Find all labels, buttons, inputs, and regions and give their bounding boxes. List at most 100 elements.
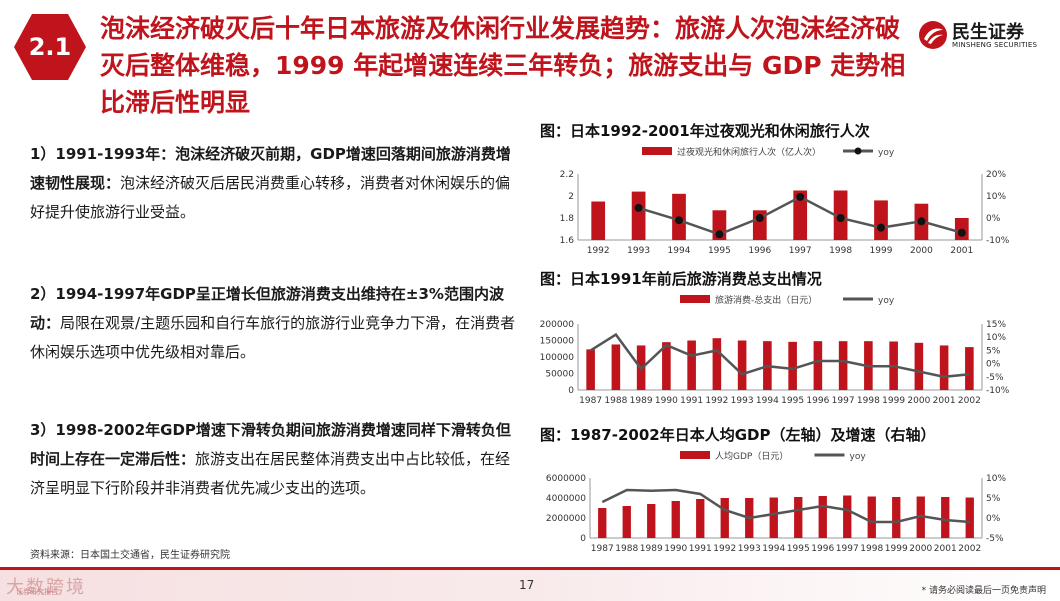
bar [647, 504, 656, 538]
yoy-point [755, 214, 764, 222]
section-badge: 2.1 [14, 14, 86, 80]
x-tick-label: 1994 [762, 544, 785, 554]
bar [696, 499, 705, 538]
x-tick-label: 1990 [664, 544, 687, 554]
bar [788, 341, 797, 390]
bar [965, 497, 974, 538]
y-tick-right: -10% [986, 386, 1010, 396]
yoy-point [917, 217, 926, 226]
x-tick-label: 1989 [640, 544, 663, 554]
yoy-point [675, 216, 683, 225]
y-tick-left: 0 [580, 534, 586, 544]
legend-bar-swatch [680, 451, 710, 459]
chart-1: 过夜观光和休闲旅行人次（亿人次） yoy 1.6 1.8 2 2.2 -10% 0% 10% 20… [560, 146, 1010, 256]
x-tick-label: 1994 [756, 396, 779, 406]
bar [914, 342, 924, 390]
chart-2-title: 图：日本1991年前后旅游消费总支出情况 [540, 270, 822, 288]
bar [813, 341, 823, 390]
yoy-point [877, 223, 885, 232]
x-tick-label: 2001 [934, 544, 957, 554]
bar [622, 506, 631, 538]
x-tick-label: 1995 [787, 544, 810, 554]
legend-line-label: yoy [878, 296, 895, 306]
chart-2: 旅游消费-总支出（日元） yoy 0 50000 100000 150000 200000 -… [540, 294, 1010, 406]
point-3-body: 旅游支出在居民整体消费支出中占比较低，在经济呈明显下行阶段并非消费者优先减少支出… [30, 450, 511, 497]
x-tick-label: 1995 [781, 396, 804, 406]
bar [818, 496, 827, 538]
x-tick-label: 1995 [708, 246, 731, 256]
watermark-small: 证券研究报告 [16, 588, 58, 596]
x-tick-label: 1996 [806, 396, 829, 406]
x-tick-label: 1999 [870, 246, 893, 256]
bar [631, 191, 646, 240]
x-tick-label: 1999 [882, 396, 905, 406]
logo-text-cn: 民生证券 [952, 22, 1024, 43]
x-tick-label: 1990 [655, 396, 678, 406]
y-tick-right: 15% [986, 320, 1006, 330]
bar [737, 340, 747, 390]
bar [892, 497, 901, 538]
x-tick-label: 2000 [910, 246, 933, 256]
x-tick-label: 1998 [860, 544, 883, 554]
yoy-point [796, 192, 805, 201]
bar [720, 498, 729, 538]
x-tick-label: 1996 [811, 544, 834, 554]
y-tick-right: 5% [986, 494, 1001, 504]
yoy-line [589, 332, 970, 379]
x-tick-label: 1988 [604, 396, 627, 406]
bar [965, 347, 974, 390]
point-3-heading: 3）1998-2002年GDP增速下滑转负期间旅游消费增速同样下滑转负但时间上存… [30, 421, 511, 468]
x-tick-label: 1998 [857, 396, 880, 406]
x-tick-label: 1987 [579, 396, 602, 406]
y-tick-left: 2.2 [560, 170, 574, 180]
point-2: 2）1994-1997年GDP呈正增长但旅游消费支出维持在±3%范围内波动：局限… [30, 280, 520, 367]
yoy-point [957, 228, 966, 237]
bar [712, 338, 722, 390]
x-tick-label: 1999 [885, 544, 908, 554]
y-tick-left: 150000 [540, 337, 575, 347]
bar [941, 497, 950, 538]
chart-1-title: 图：日本1992-2001年过夜观光和休闲旅行人次 [540, 122, 870, 140]
y-tick-left: 0 [568, 386, 574, 396]
y-tick-left: 1.6 [560, 236, 575, 246]
x-tick-label: 2000 [909, 544, 932, 554]
y-tick-right: -5% [986, 534, 1004, 544]
point-3: 3）1998-2002年GDP增速下滑转负期间旅游消费增速同样下滑转负但时间上存… [30, 416, 520, 503]
x-tick-label: 1996 [748, 246, 771, 256]
footer-rule [0, 567, 1060, 570]
page-number: 17 [519, 578, 535, 592]
x-tick-label: 2002 [958, 396, 981, 406]
source-note: 资料来源：日本国土交通省，民生证券研究院 [30, 550, 230, 561]
y-tick-right: 0% [986, 360, 1001, 370]
logo-text-en: MINSHENG SECURITIES [952, 41, 1038, 49]
x-tick-label: 1988 [615, 544, 638, 554]
y-tick-left: 50000 [545, 370, 574, 380]
page-title: 泡沫经济破灭后十年日本旅游及休闲行业发展趋势：旅游人次泡沫经济破灭后整体维稳，1… [100, 14, 906, 117]
x-tick-label: 1992 [713, 544, 736, 554]
chart-3: 人均GDP（日元） yoy 0 2000000 4000000 6000000 -5% 0% 5… [546, 450, 1007, 554]
bar [794, 497, 803, 538]
bar [874, 200, 888, 240]
y-tick-left: 4000000 [546, 494, 586, 504]
legend-bar-label: 人均GDP（日元） [715, 450, 788, 462]
x-tick-label: 2000 [907, 396, 930, 406]
bar [843, 495, 852, 538]
bar [769, 497, 778, 538]
x-tick-label: 1997 [789, 246, 812, 256]
point-2-body: 局限在观景/主题乐园和自行车旅行的旅游行业竞争力下滑，在消费者休闲娱乐选项中优先… [30, 314, 516, 361]
y-tick-left: 6000000 [546, 474, 586, 484]
point-1-heading: 1）1991-1993年：泡沫经济破灭前期，GDP增速回落期间旅游消费增速韧性展… [30, 145, 511, 192]
y-tick-left: 2 [568, 192, 574, 202]
y-tick-left: 200000 [540, 320, 575, 330]
legend-line-marker [854, 147, 862, 155]
minsheng-logo-icon [919, 21, 947, 49]
y-tick-right: -10% [986, 236, 1010, 246]
y-tick-right: 10% [986, 333, 1006, 343]
disclaimer: * 请务必阅读最后一页免责声明 [921, 586, 1046, 596]
brand-logo: 民生证券 MINSHENG SECURITIES [918, 18, 1054, 54]
x-tick-label: 2001 [933, 396, 956, 406]
x-tick-label: 1997 [832, 396, 855, 406]
yoy-point [836, 214, 845, 222]
x-tick-label: 1998 [829, 246, 852, 256]
bar [687, 340, 696, 390]
